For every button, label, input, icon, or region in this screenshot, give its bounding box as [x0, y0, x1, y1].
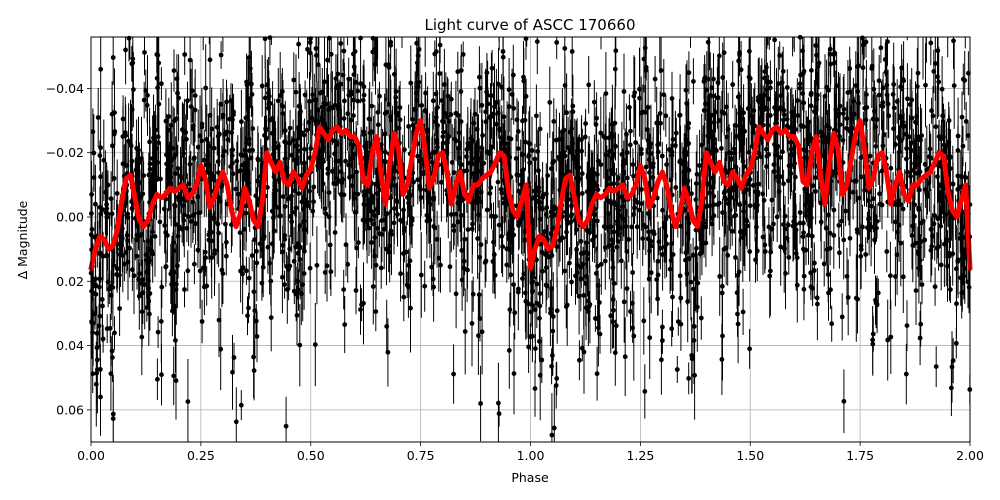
chart-title: Light curve of ASCC 170660 [425, 16, 636, 34]
y-tick-label: 0.00 [56, 210, 84, 225]
x-tick-label: 1.00 [517, 448, 545, 463]
x-tick-label: 0.25 [187, 448, 215, 463]
y-axis-ticks: −0.04 −0.02 0.00 0.02 0.04 0.06 [46, 81, 91, 417]
y-axis-label: Δ Magnitude [15, 200, 30, 279]
y-tick-label: 0.02 [56, 274, 84, 289]
x-tick-label: 0.50 [297, 448, 325, 463]
y-tick-label: −0.04 [46, 81, 84, 96]
x-tick-label: 1.75 [846, 448, 874, 463]
smoothed-model-curve [88, 118, 973, 271]
x-tick-label: 2.00 [956, 448, 984, 463]
x-tick-label: 1.25 [626, 448, 654, 463]
x-axis-ticks: 0.00 0.25 0.50 0.75 1.00 1.25 1.50 1.75 2.00 [77, 442, 984, 463]
x-tick-label: 0.00 [77, 448, 105, 463]
x-tick-label: 0.75 [407, 448, 435, 463]
x-axis-label: Phase [511, 470, 549, 485]
y-tick-label: −0.02 [46, 145, 84, 160]
y-tick-label: 0.04 [56, 338, 84, 353]
y-tick-label: 0.06 [56, 402, 84, 417]
x-tick-label: 1.50 [736, 448, 764, 463]
